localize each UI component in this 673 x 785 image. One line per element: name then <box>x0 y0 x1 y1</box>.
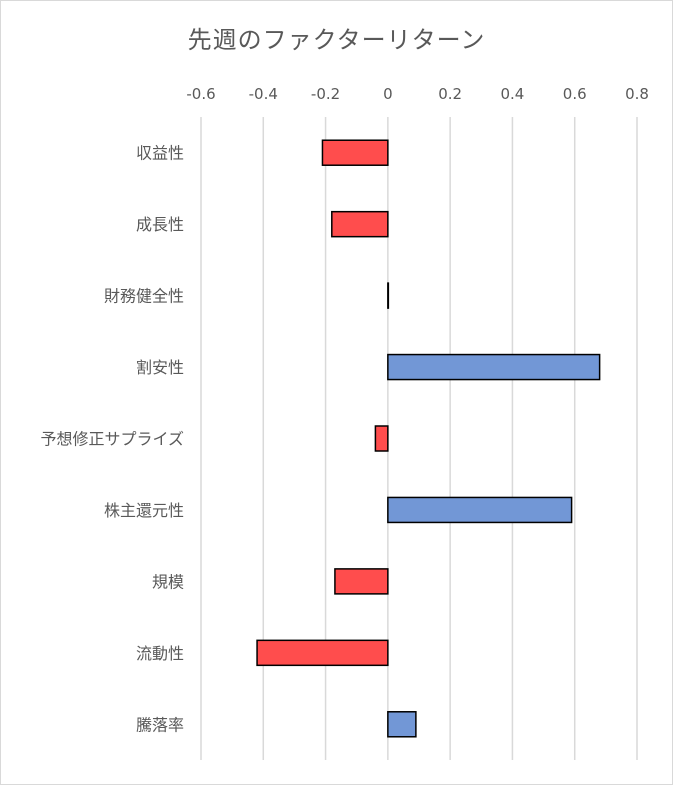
category-label: 財務健全性 <box>104 287 184 306</box>
x-tick-label: -0.2 <box>311 85 340 103</box>
x-tick-label: -0.4 <box>249 85 278 103</box>
category-label: 成長性 <box>136 215 184 234</box>
bars <box>256 139 601 738</box>
bar <box>334 568 389 595</box>
x-tick-label: 0.8 <box>625 85 649 103</box>
bar <box>387 496 573 524</box>
category-label: 規模 <box>152 572 184 591</box>
bar <box>387 353 601 381</box>
category-label: 予想修正サプライズ <box>40 430 184 449</box>
x-axis-tick-labels: -0.6 -0.4 -0.2 0 0.2 0.4 0.6 0.8 <box>186 85 649 103</box>
bar <box>374 425 389 452</box>
x-tick-label: 0.4 <box>500 85 524 103</box>
category-label: 騰落率 <box>136 715 184 734</box>
category-label: 割安性 <box>136 358 184 377</box>
category-label: 収益性 <box>136 144 184 163</box>
bar <box>256 639 389 667</box>
chart-title: 先週のファクターリターン <box>187 26 486 54</box>
x-tick-label: 0.2 <box>438 85 462 103</box>
x-tick-label: 0.6 <box>563 85 587 103</box>
category-label: 流動性 <box>136 644 184 663</box>
x-tick-label: -0.6 <box>186 85 215 103</box>
bar <box>331 210 389 238</box>
x-tick-label: 0 <box>383 85 393 103</box>
category-label: 株主還元性 <box>104 501 184 520</box>
bar <box>321 139 389 166</box>
bar <box>387 282 390 309</box>
bar <box>387 711 417 738</box>
